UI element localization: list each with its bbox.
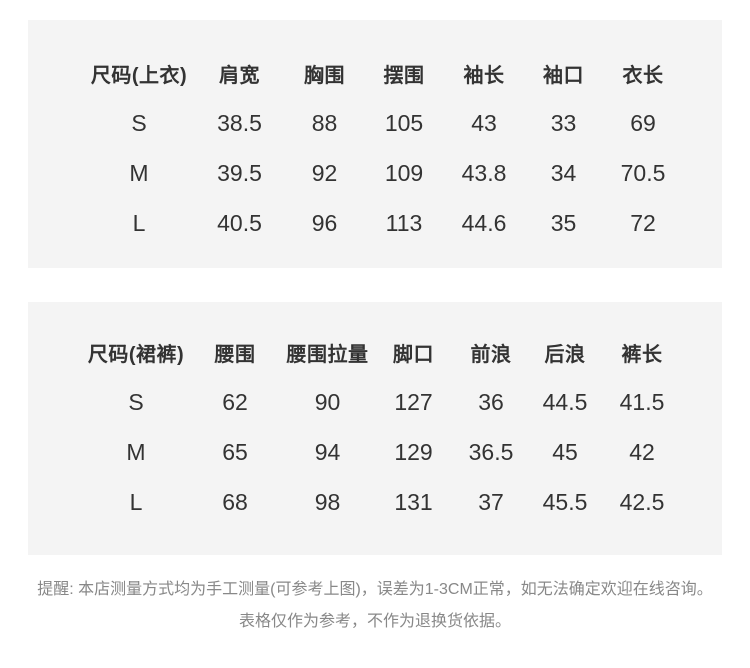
column-header-sleeve-length: 袖长: [463, 64, 505, 87]
measurement-value: 38.5: [217, 109, 262, 136]
measurement-value: 62: [222, 388, 248, 415]
measurement-value: 42.5: [619, 488, 665, 515]
measurement-value: 70.5: [620, 159, 666, 186]
note-line-2: 表格仅作为参考，不作为退换货依据。: [238, 613, 511, 630]
measurement-value: 98: [314, 488, 341, 515]
measurement-value: 94: [314, 438, 341, 465]
column-header-back-rise: 后浪: [544, 343, 586, 366]
measurement-value: 113: [385, 209, 423, 236]
size-chart-top-panel: 尺码(上衣) 肩宽 胸围 摆围 袖长 袖口 衣长 S 38.5 88 105 4…: [28, 20, 722, 268]
measurement-value: 34: [550, 159, 577, 186]
measurement-value: 43: [471, 109, 497, 136]
measurement-value: 36: [478, 388, 504, 415]
measurement-value: 90: [314, 388, 341, 415]
measurement-value: 40.5: [217, 209, 262, 236]
measurement-disclaimer: 提醒: 本店测量方式均为手工测量(可参考上图)，误差为1-3CM正常，如无法确定…: [0, 574, 750, 638]
measurement-value: 88: [311, 109, 338, 136]
measurement-value: 69: [630, 109, 656, 136]
column-header-garment-length: 衣长: [622, 64, 664, 87]
measurement-value: 37: [478, 488, 504, 515]
column-header-pants-length: 裤长: [621, 343, 663, 366]
size-label: S: [131, 109, 147, 136]
measurement-value: 44.5: [542, 388, 588, 415]
measurement-value: 105: [384, 109, 424, 136]
column-header-waist-stretch: 腰围拉量: [286, 343, 369, 366]
measurement-value: 127: [394, 388, 433, 415]
measurement-value: 129: [394, 438, 433, 465]
size-label: L: [129, 488, 143, 515]
note-line-1: 提醒: 本店测量方式均为手工测量(可参考上图)，误差为1-3CM正常，如无法确定…: [37, 581, 713, 598]
size-label: S: [128, 388, 144, 415]
measurement-value: 35: [550, 209, 577, 236]
measurement-value: 42: [629, 438, 655, 465]
measurement-value: 43.8: [461, 159, 507, 186]
size-chart-bottom-panel: 尺码(裙裤) 腰围 腰围拉量 脚口 前浪 后浪 裤长 S 62 90 127 3…: [28, 302, 722, 555]
column-header-size-top: 尺码(上衣): [90, 64, 188, 87]
measurement-value: 109: [384, 159, 424, 186]
measurement-value: 92: [311, 159, 338, 186]
measurement-value: 45: [552, 438, 578, 465]
column-header-size-bottom: 尺码(裙裤): [87, 343, 185, 366]
measurement-value: 33: [550, 109, 577, 136]
column-header-waist: 腰围: [214, 343, 256, 366]
size-chart-bottom-table: 尺码(裙裤) 腰围 腰围拉量 脚口 前浪 后浪 裤长 S 62 90 127 3…: [28, 302, 722, 527]
measurement-value: 131: [394, 488, 433, 515]
measurement-value: 45.5: [542, 488, 588, 515]
size-label: M: [129, 159, 149, 186]
column-header-front-rise: 前浪: [470, 343, 512, 366]
measurement-value: 41.5: [619, 388, 665, 415]
size-label: M: [126, 438, 146, 465]
measurement-value: 65: [222, 438, 248, 465]
size-label: L: [132, 209, 146, 236]
measurement-value: 36.5: [468, 438, 514, 465]
size-chart-top-table: 尺码(上衣) 肩宽 胸围 摆围 袖长 袖口 衣长 S 38.5 88 105 4…: [28, 20, 722, 248]
column-header-leg-opening: 脚口: [393, 343, 434, 366]
measurement-value: 72: [630, 209, 656, 236]
measurement-value: 44.6: [461, 209, 507, 236]
measurement-value: 39.5: [217, 159, 262, 186]
column-header-shoulder: 肩宽: [219, 64, 260, 87]
measurement-value: 68: [222, 488, 248, 515]
column-header-hem: 摆围: [383, 64, 425, 87]
column-header-cuff: 袖口: [543, 64, 584, 87]
measurement-value: 96: [311, 209, 338, 236]
column-header-bust: 胸围: [304, 64, 345, 87]
